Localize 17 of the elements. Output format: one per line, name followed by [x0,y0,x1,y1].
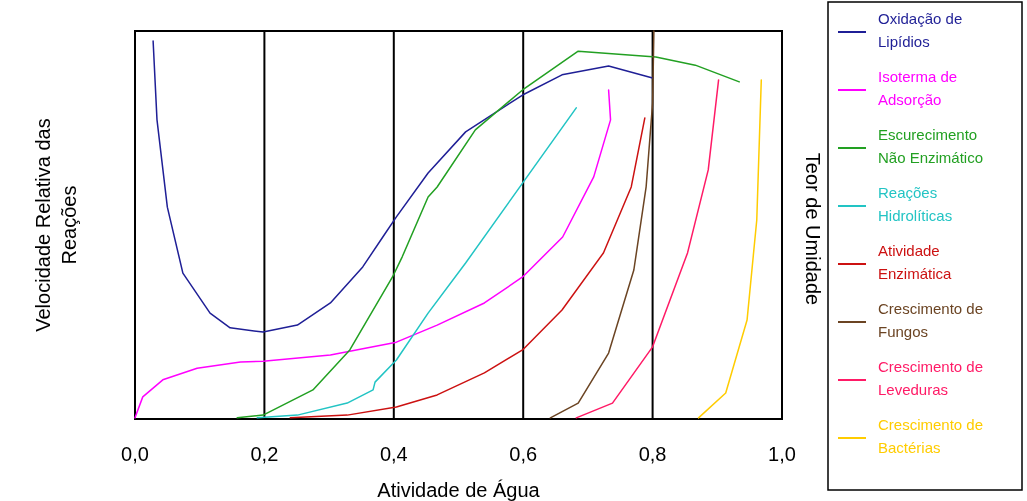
x-tick-label: 1,0 [768,443,796,465]
legend-label: Crescimento de Bactérias [878,416,984,456]
x-tick-label: 0,0 [121,443,149,465]
x-tick-label: 0,2 [250,443,279,465]
x-tick-label: 0,4 [379,443,408,465]
legend-label: Crescimento de Fungos [878,300,984,340]
legend-label: Escurecimento Não Enzimático [878,126,984,166]
legend-label: Oxidação de Lipídios [878,10,963,50]
legend-label: Isoterma de Adsorção [878,68,958,108]
x-tick-label: 0,6 [509,443,538,465]
legend-label: Crescimento de Leveduras [878,358,984,398]
y-axis-title: Velocidade Relativa das Reações [32,118,80,332]
legend-label: Atividade Enzimática [878,242,953,282]
y2-axis-title: Teor de Umidade [802,152,824,306]
legend-label: Reações Hidrolíticas [878,184,953,224]
x-tick-label: 0,8 [638,443,667,465]
x-axis-title: Atividade de Água [377,479,541,501]
